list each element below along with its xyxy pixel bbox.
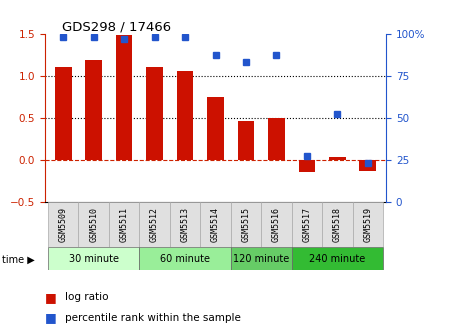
Bar bbox=[48, 202, 79, 247]
Bar bbox=[299, 160, 315, 172]
Bar bbox=[55, 67, 71, 160]
Text: GSM5511: GSM5511 bbox=[119, 207, 128, 242]
Text: ■: ■ bbox=[45, 311, 57, 324]
Text: ■: ■ bbox=[45, 291, 57, 304]
Bar bbox=[238, 121, 255, 160]
Text: GSM5514: GSM5514 bbox=[211, 207, 220, 242]
Bar bbox=[116, 35, 132, 160]
Text: GSM5518: GSM5518 bbox=[333, 207, 342, 242]
Text: 60 minute: 60 minute bbox=[160, 254, 210, 264]
Text: percentile rank within the sample: percentile rank within the sample bbox=[65, 312, 241, 323]
Text: GSM5509: GSM5509 bbox=[59, 207, 68, 242]
Bar bbox=[48, 247, 139, 270]
Bar bbox=[292, 247, 383, 270]
Bar bbox=[360, 160, 376, 170]
Text: log ratio: log ratio bbox=[65, 292, 109, 302]
Bar bbox=[268, 118, 285, 160]
Text: GDS298 / 17466: GDS298 / 17466 bbox=[62, 20, 171, 34]
Text: GSM5510: GSM5510 bbox=[89, 207, 98, 242]
Bar bbox=[200, 202, 231, 247]
Bar bbox=[139, 202, 170, 247]
Bar bbox=[322, 202, 352, 247]
Bar bbox=[352, 202, 383, 247]
Text: GSM5515: GSM5515 bbox=[242, 207, 251, 242]
Bar bbox=[85, 60, 102, 160]
Text: GSM5519: GSM5519 bbox=[363, 207, 372, 242]
Bar bbox=[261, 202, 292, 247]
Bar bbox=[146, 67, 163, 160]
Bar bbox=[79, 202, 109, 247]
Bar bbox=[292, 202, 322, 247]
Bar bbox=[329, 157, 346, 160]
Text: 30 minute: 30 minute bbox=[69, 254, 119, 264]
Bar bbox=[231, 202, 261, 247]
Text: time ▶: time ▶ bbox=[2, 254, 35, 264]
Bar bbox=[139, 247, 231, 270]
Text: GSM5513: GSM5513 bbox=[180, 207, 189, 242]
Text: 120 minute: 120 minute bbox=[233, 254, 289, 264]
Text: GSM5516: GSM5516 bbox=[272, 207, 281, 242]
Bar bbox=[231, 247, 292, 270]
Bar bbox=[109, 202, 139, 247]
Text: 240 minute: 240 minute bbox=[309, 254, 365, 264]
Text: GSM5517: GSM5517 bbox=[303, 207, 312, 242]
Bar bbox=[176, 72, 194, 160]
Text: GSM5512: GSM5512 bbox=[150, 207, 159, 242]
Bar bbox=[207, 97, 224, 160]
Bar bbox=[170, 202, 200, 247]
